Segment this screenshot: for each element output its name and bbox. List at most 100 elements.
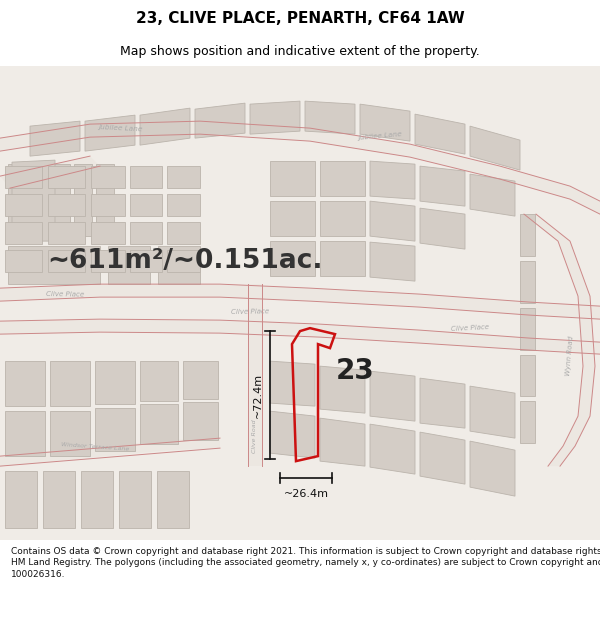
Polygon shape	[52, 164, 70, 236]
Text: Clive Road: Clive Road	[253, 419, 257, 453]
Polygon shape	[30, 164, 48, 236]
Text: Map shows position and indicative extent of the property.: Map shows position and indicative extent…	[120, 45, 480, 58]
Text: Wynn Road: Wynn Road	[565, 336, 575, 376]
Polygon shape	[96, 164, 114, 236]
Polygon shape	[81, 471, 113, 528]
Polygon shape	[270, 201, 315, 236]
Polygon shape	[183, 361, 218, 399]
Polygon shape	[157, 471, 189, 528]
Polygon shape	[167, 166, 200, 188]
Polygon shape	[48, 166, 85, 188]
Polygon shape	[91, 222, 125, 244]
Polygon shape	[140, 404, 178, 444]
Polygon shape	[250, 101, 300, 134]
Polygon shape	[270, 241, 315, 276]
Polygon shape	[8, 164, 26, 236]
Polygon shape	[270, 361, 315, 406]
Polygon shape	[470, 441, 515, 496]
Polygon shape	[520, 355, 535, 396]
Polygon shape	[370, 161, 415, 199]
Polygon shape	[48, 222, 85, 244]
Polygon shape	[5, 222, 42, 244]
Polygon shape	[520, 308, 535, 350]
Polygon shape	[130, 194, 162, 216]
Text: Windsor Terrace Lane: Windsor Terrace Lane	[61, 442, 129, 452]
Polygon shape	[5, 361, 45, 406]
Polygon shape	[140, 361, 178, 401]
Polygon shape	[420, 208, 465, 249]
Polygon shape	[5, 194, 42, 216]
Text: Contains OS data © Crown copyright and database right 2021. This information is : Contains OS data © Crown copyright and d…	[11, 546, 600, 579]
Polygon shape	[130, 222, 162, 244]
Polygon shape	[5, 471, 37, 528]
Polygon shape	[305, 101, 355, 134]
Polygon shape	[48, 250, 85, 272]
Polygon shape	[5, 166, 42, 188]
Polygon shape	[270, 411, 315, 458]
Polygon shape	[320, 201, 365, 236]
Polygon shape	[248, 284, 262, 466]
Text: ~26.4m: ~26.4m	[284, 489, 329, 499]
Polygon shape	[119, 471, 151, 528]
Polygon shape	[0, 319, 600, 354]
Polygon shape	[370, 371, 415, 421]
Text: 23, CLIVE PLACE, PENARTH, CF64 1AW: 23, CLIVE PLACE, PENARTH, CF64 1AW	[136, 11, 464, 26]
Text: Clive Place: Clive Place	[451, 324, 489, 332]
Polygon shape	[130, 250, 162, 272]
Polygon shape	[195, 103, 245, 138]
Polygon shape	[167, 250, 200, 272]
Polygon shape	[130, 166, 162, 188]
Polygon shape	[470, 386, 515, 438]
Polygon shape	[167, 222, 200, 244]
Polygon shape	[320, 161, 365, 196]
Polygon shape	[183, 402, 218, 440]
Polygon shape	[12, 160, 55, 241]
Polygon shape	[520, 261, 535, 303]
Polygon shape	[524, 214, 595, 466]
Polygon shape	[8, 246, 100, 284]
Text: ~72.4m: ~72.4m	[253, 372, 263, 418]
Text: ~611m²/~0.151ac.: ~611m²/~0.151ac.	[47, 248, 323, 274]
Polygon shape	[158, 246, 200, 284]
Polygon shape	[85, 115, 135, 151]
Polygon shape	[420, 378, 465, 428]
Polygon shape	[0, 156, 100, 188]
Polygon shape	[43, 471, 75, 528]
Polygon shape	[74, 164, 92, 236]
Polygon shape	[0, 121, 600, 214]
Polygon shape	[370, 201, 415, 241]
Polygon shape	[91, 250, 125, 272]
Text: Clive Place: Clive Place	[231, 309, 269, 316]
Polygon shape	[167, 194, 200, 216]
Polygon shape	[0, 438, 220, 466]
Polygon shape	[420, 166, 465, 206]
Polygon shape	[5, 250, 42, 272]
Polygon shape	[360, 104, 410, 141]
Polygon shape	[91, 166, 125, 188]
Text: Clive Place: Clive Place	[46, 291, 84, 298]
Polygon shape	[5, 411, 45, 456]
Text: 23: 23	[335, 357, 374, 385]
Polygon shape	[0, 284, 600, 319]
Polygon shape	[48, 194, 85, 216]
Polygon shape	[270, 161, 315, 196]
Polygon shape	[520, 214, 535, 256]
Polygon shape	[470, 126, 520, 170]
Polygon shape	[50, 361, 90, 406]
Polygon shape	[140, 108, 190, 145]
Polygon shape	[420, 432, 465, 484]
Polygon shape	[95, 408, 135, 451]
Polygon shape	[370, 242, 415, 281]
Polygon shape	[30, 121, 80, 156]
Polygon shape	[91, 194, 125, 216]
Text: Jubilee Lane: Jubilee Lane	[98, 124, 142, 132]
Polygon shape	[470, 174, 515, 216]
Polygon shape	[95, 361, 135, 404]
Polygon shape	[320, 366, 365, 413]
Text: Jubilee Lane: Jubilee Lane	[358, 131, 403, 141]
Polygon shape	[50, 411, 90, 456]
Polygon shape	[108, 246, 150, 284]
Polygon shape	[520, 401, 535, 443]
Polygon shape	[320, 418, 365, 466]
Polygon shape	[320, 241, 365, 276]
